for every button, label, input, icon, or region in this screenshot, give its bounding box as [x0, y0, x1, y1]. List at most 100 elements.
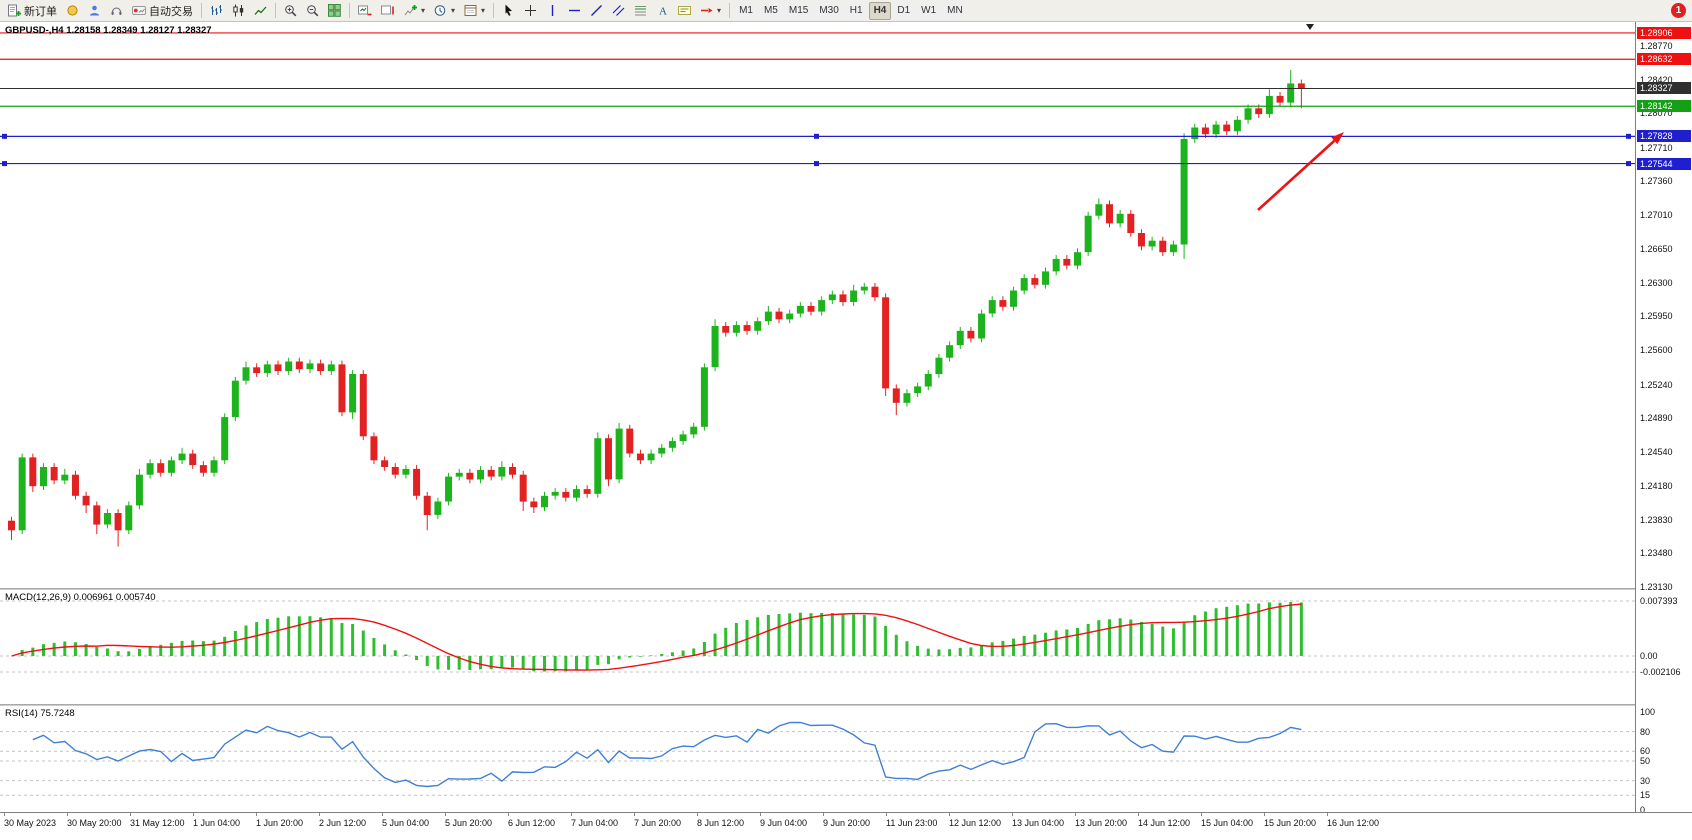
- time-tick: [67, 813, 68, 816]
- price-tick-label: 1.23480: [1640, 548, 1673, 559]
- arrows-shapes-button[interactable]: ▾: [696, 1, 725, 20]
- timeframe-button-H1[interactable]: H1: [844, 1, 868, 20]
- trendline-button[interactable]: [586, 1, 607, 20]
- text-label-button[interactable]: [674, 1, 695, 20]
- macd-axis-label: -0.002106: [1640, 667, 1681, 677]
- bar-chart-button[interactable]: [206, 1, 227, 20]
- time-axis[interactable]: 30 May 2023 30 May 20:00 31 May 12:00 1 Jun…: [0, 812, 1692, 836]
- pane-separator-rsi[interactable]: [0, 704, 1692, 706]
- time-tick: [697, 813, 698, 816]
- last-bar-marker: [1306, 24, 1314, 30]
- price-tick-label: 1.26650: [1640, 244, 1673, 255]
- chart-area[interactable]: GBPUSD-,H4 1.28158 1.28349 1.28127 1.283…: [0, 22, 1692, 840]
- cursor-arrow-icon: [502, 4, 515, 17]
- price-tick-label: 1.24180: [1640, 481, 1673, 492]
- timeframe-button-MN[interactable]: MN: [942, 1, 968, 20]
- time-tick: [256, 813, 257, 816]
- timeframe-button-M30[interactable]: M30: [814, 1, 844, 20]
- timeframe-button-M15[interactable]: M15: [783, 1, 814, 20]
- price-label-box: 1.28632: [1637, 53, 1691, 66]
- line-chart-icon: [254, 4, 267, 17]
- time-tick: [1075, 813, 1076, 816]
- zoom-out-icon: [306, 4, 319, 17]
- timeframe-button-M5[interactable]: M5: [758, 1, 783, 20]
- time-tick: [949, 813, 950, 816]
- tile-windows-button[interactable]: [324, 1, 345, 20]
- candlestick-chart-button[interactable]: [228, 1, 249, 20]
- dropdown-caret-icon: ▾: [451, 6, 456, 15]
- zoom-out-button[interactable]: [302, 1, 323, 20]
- price-tick-label: 1.24540: [1640, 446, 1673, 457]
- macd-indicator-name: MACD(12,26,9): [5, 592, 71, 603]
- pane-separator-macd[interactable]: [0, 588, 1692, 590]
- time-label: 11 Jun 23:00: [886, 818, 938, 828]
- fibonacci-button[interactable]: [630, 1, 651, 20]
- candlestick-series: [8, 70, 1305, 547]
- time-tick: [319, 813, 320, 816]
- time-tick: [886, 813, 887, 816]
- price-tick-label: 1.25950: [1640, 311, 1673, 322]
- profiles-button[interactable]: [84, 1, 105, 20]
- line-chart-button[interactable]: [250, 1, 271, 20]
- price-axis[interactable]: 1.28770 1.28420 1.28070 1.27710 1.27360 1.270…: [1635, 22, 1692, 815]
- time-tick: [823, 813, 824, 816]
- auto-trading-label: 自动交易: [149, 5, 193, 18]
- time-label: 13 Jun 20:00: [1075, 818, 1128, 828]
- notification-badge[interactable]: 1: [1671, 3, 1686, 18]
- channel-button[interactable]: [608, 1, 629, 20]
- timeframe-button-H4[interactable]: H4: [868, 1, 892, 20]
- time-label: 30 May 20:00: [67, 818, 122, 828]
- templates-icon: [464, 4, 477, 17]
- price-tick-label: 1.23830: [1640, 514, 1673, 525]
- time-label: 15 Jun 04:00: [1201, 818, 1254, 828]
- dropdown-caret-icon: ▾: [421, 6, 426, 15]
- time-label: 2 Jun 12:00: [319, 818, 367, 828]
- price-tick-label: 1.28770: [1640, 41, 1673, 51]
- dropdown-caret-icon: ▾: [717, 6, 722, 15]
- time-tick: [508, 813, 509, 816]
- horizontal-line-button[interactable]: [564, 1, 585, 20]
- dropdown-caret-icon: ▾: [481, 6, 486, 15]
- time-tick: [382, 813, 383, 816]
- vertical-line-button[interactable]: [542, 1, 563, 20]
- market-watch-button[interactable]: [106, 1, 127, 20]
- time-label: 1 Jun 20:00: [256, 818, 304, 828]
- indicators-button[interactable]: ▾: [400, 1, 429, 20]
- bar-chart-icon: [210, 4, 223, 17]
- vertical-line-icon: [546, 4, 559, 17]
- main-chart-canvas[interactable]: [0, 22, 1635, 588]
- new-order-button[interactable]: 新订单: [4, 1, 61, 20]
- time-tick: [193, 813, 194, 816]
- periods-button[interactable]: ▾: [430, 1, 459, 20]
- templates-button[interactable]: ▾: [460, 1, 489, 20]
- price-tick-label: 1.25240: [1640, 379, 1673, 390]
- profiles-icon: [88, 4, 101, 17]
- rsi-indicator-name: RSI(14): [5, 708, 38, 719]
- auto-scroll-button[interactable]: [354, 1, 376, 20]
- arrow-shape-icon: [700, 4, 713, 17]
- timeframe-button-W1[interactable]: W1: [916, 1, 942, 20]
- crosshair-button[interactable]: [520, 1, 541, 20]
- candlestick-chart-icon: [232, 4, 245, 17]
- rsi-axis-label: 0: [1640, 805, 1646, 815]
- macd-axis-label: 0.007393: [1640, 596, 1678, 606]
- periods-clock-icon: [434, 4, 447, 17]
- timeframe-button-D1[interactable]: D1: [892, 1, 916, 20]
- text-button[interactable]: A: [652, 1, 673, 20]
- scripts-button[interactable]: [62, 1, 83, 20]
- time-tick: [634, 813, 635, 816]
- rsi-pane-canvas[interactable]: [0, 706, 1635, 812]
- macd-pane-canvas[interactable]: [0, 590, 1635, 704]
- zoom-in-button[interactable]: [280, 1, 301, 20]
- price-tick-label: 1.28420: [1640, 74, 1673, 85]
- trend-arrow-annotation: [1257, 139, 1336, 211]
- time-label: 1 Jun 04:00: [193, 818, 241, 828]
- chart-shift-button[interactable]: [377, 1, 399, 20]
- time-label: 9 Jun 20:00: [823, 818, 871, 828]
- text-label-icon: [678, 4, 692, 17]
- timeframe-button-M1[interactable]: M1: [734, 1, 758, 20]
- toolbar-separator: [201, 3, 202, 18]
- auto-trading-button[interactable]: 自动交易: [128, 1, 197, 20]
- chart-shift-icon: [381, 4, 395, 17]
- cursor-button[interactable]: [498, 1, 519, 20]
